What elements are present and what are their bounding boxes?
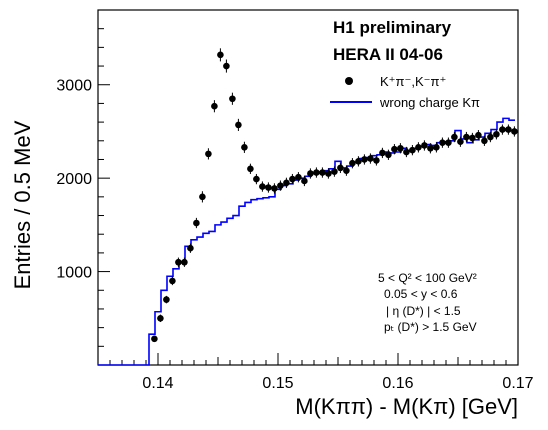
- data-point: [169, 277, 176, 285]
- x-tick-label: 0.14: [142, 375, 173, 392]
- wrong-charge-histogram: [98, 117, 515, 366]
- y-tick-label: 3000: [56, 78, 92, 95]
- data-point: [505, 126, 512, 133]
- y-tick-label: 2000: [56, 171, 92, 188]
- data-point: [469, 134, 476, 142]
- data-point: [187, 244, 194, 252]
- data-point: [283, 179, 290, 187]
- legend-label-data: K⁺π⁻,K⁻π⁺: [380, 74, 446, 89]
- data-point: [331, 168, 338, 175]
- y-axis-tick-labels: 1000 2000 3000: [56, 78, 92, 282]
- data-point: [397, 144, 404, 152]
- cuts-annotation: 5 < Q² < 100 GeV² 0.05 < y < 0.6 | η (D*…: [378, 271, 477, 334]
- data-point: [301, 177, 308, 185]
- data-point: [475, 131, 482, 139]
- data-point: [181, 258, 188, 266]
- data-point: [157, 314, 164, 322]
- data-point: [343, 167, 350, 174]
- annotation-y: 0.05 < y < 0.6: [384, 287, 458, 301]
- data-point: [295, 173, 302, 181]
- data-point: [265, 184, 272, 191]
- x-tick-label: 0.15: [262, 375, 293, 392]
- data-point: [151, 335, 158, 343]
- data-point: [403, 148, 410, 156]
- data-point: [367, 155, 374, 162]
- x-axis-label: M(Kππ) - M(Kπ) [GeV]: [295, 394, 518, 419]
- data-point: [307, 170, 314, 177]
- plot-frame: [97, 9, 519, 366]
- data-point: [277, 182, 284, 189]
- y-tick-label: 1000: [56, 265, 92, 282]
- annotation-eta: | η (D*) | < 1.5: [386, 304, 461, 318]
- data-point: [325, 170, 332, 177]
- data-point: [457, 138, 464, 146]
- data-point: [253, 175, 260, 183]
- data-point: [193, 219, 200, 227]
- data-point: [163, 296, 170, 303]
- data-point: [205, 150, 212, 158]
- data-point: [487, 133, 494, 141]
- data-point: [385, 151, 392, 159]
- data-point: [229, 95, 236, 103]
- legend-label-wrong-charge: wrong charge Kπ: [379, 95, 480, 110]
- chart-subtitle: HERA II 04-06: [333, 45, 443, 64]
- data-point: [511, 128, 518, 135]
- data-point: [337, 164, 344, 172]
- annotation-q2: 5 < Q² < 100 GeV²: [378, 271, 477, 285]
- data-point: [439, 139, 446, 146]
- annotation-pt: pₜ (D*) > 1.5 GeV: [384, 320, 477, 334]
- data-point: [391, 145, 398, 153]
- data-point: [223, 62, 230, 70]
- data-point: [175, 258, 182, 266]
- data-point: [211, 102, 218, 110]
- data-point: [355, 158, 362, 165]
- x-tick-label: 0.17: [502, 375, 533, 392]
- legend: K⁺π⁻,K⁻π⁺ wrong charge Kπ: [330, 74, 480, 110]
- data-point: [247, 165, 254, 173]
- data-point: [259, 183, 266, 190]
- data-point: [451, 133, 458, 141]
- x-axis-tick-labels: 0.14 0.15 0.16 0.17: [142, 375, 533, 392]
- data-point: [463, 133, 470, 141]
- data-point: [217, 51, 224, 59]
- y-axis-label: Entries / 0.5 MeV: [10, 120, 35, 289]
- data-point: [241, 144, 248, 151]
- data-point: [379, 149, 386, 157]
- data-point: [313, 169, 320, 176]
- data-point: [499, 126, 506, 133]
- data-point: [421, 142, 428, 149]
- data-point: [409, 146, 416, 154]
- data-point: [199, 193, 206, 201]
- data-point: [373, 157, 380, 164]
- data-point: [271, 185, 278, 192]
- data-point: [319, 169, 326, 176]
- x-tick-label: 0.16: [382, 375, 413, 392]
- data-point: [349, 159, 356, 167]
- data-point: [361, 156, 368, 163]
- data-point: [445, 139, 452, 146]
- data-point: [481, 137, 488, 145]
- data-point: [493, 130, 500, 138]
- chart-title: H1 preliminary: [333, 18, 452, 37]
- series-layer: [98, 48, 518, 366]
- x-axis-ticks: [97, 353, 519, 365]
- data-point: [415, 144, 422, 151]
- data-point: [427, 144, 434, 152]
- data-point: [433, 144, 440, 151]
- y-axis-ticks: [98, 9, 110, 347]
- legend-marker-data: [345, 77, 353, 85]
- data-point: [235, 121, 242, 129]
- data-point: [289, 175, 296, 183]
